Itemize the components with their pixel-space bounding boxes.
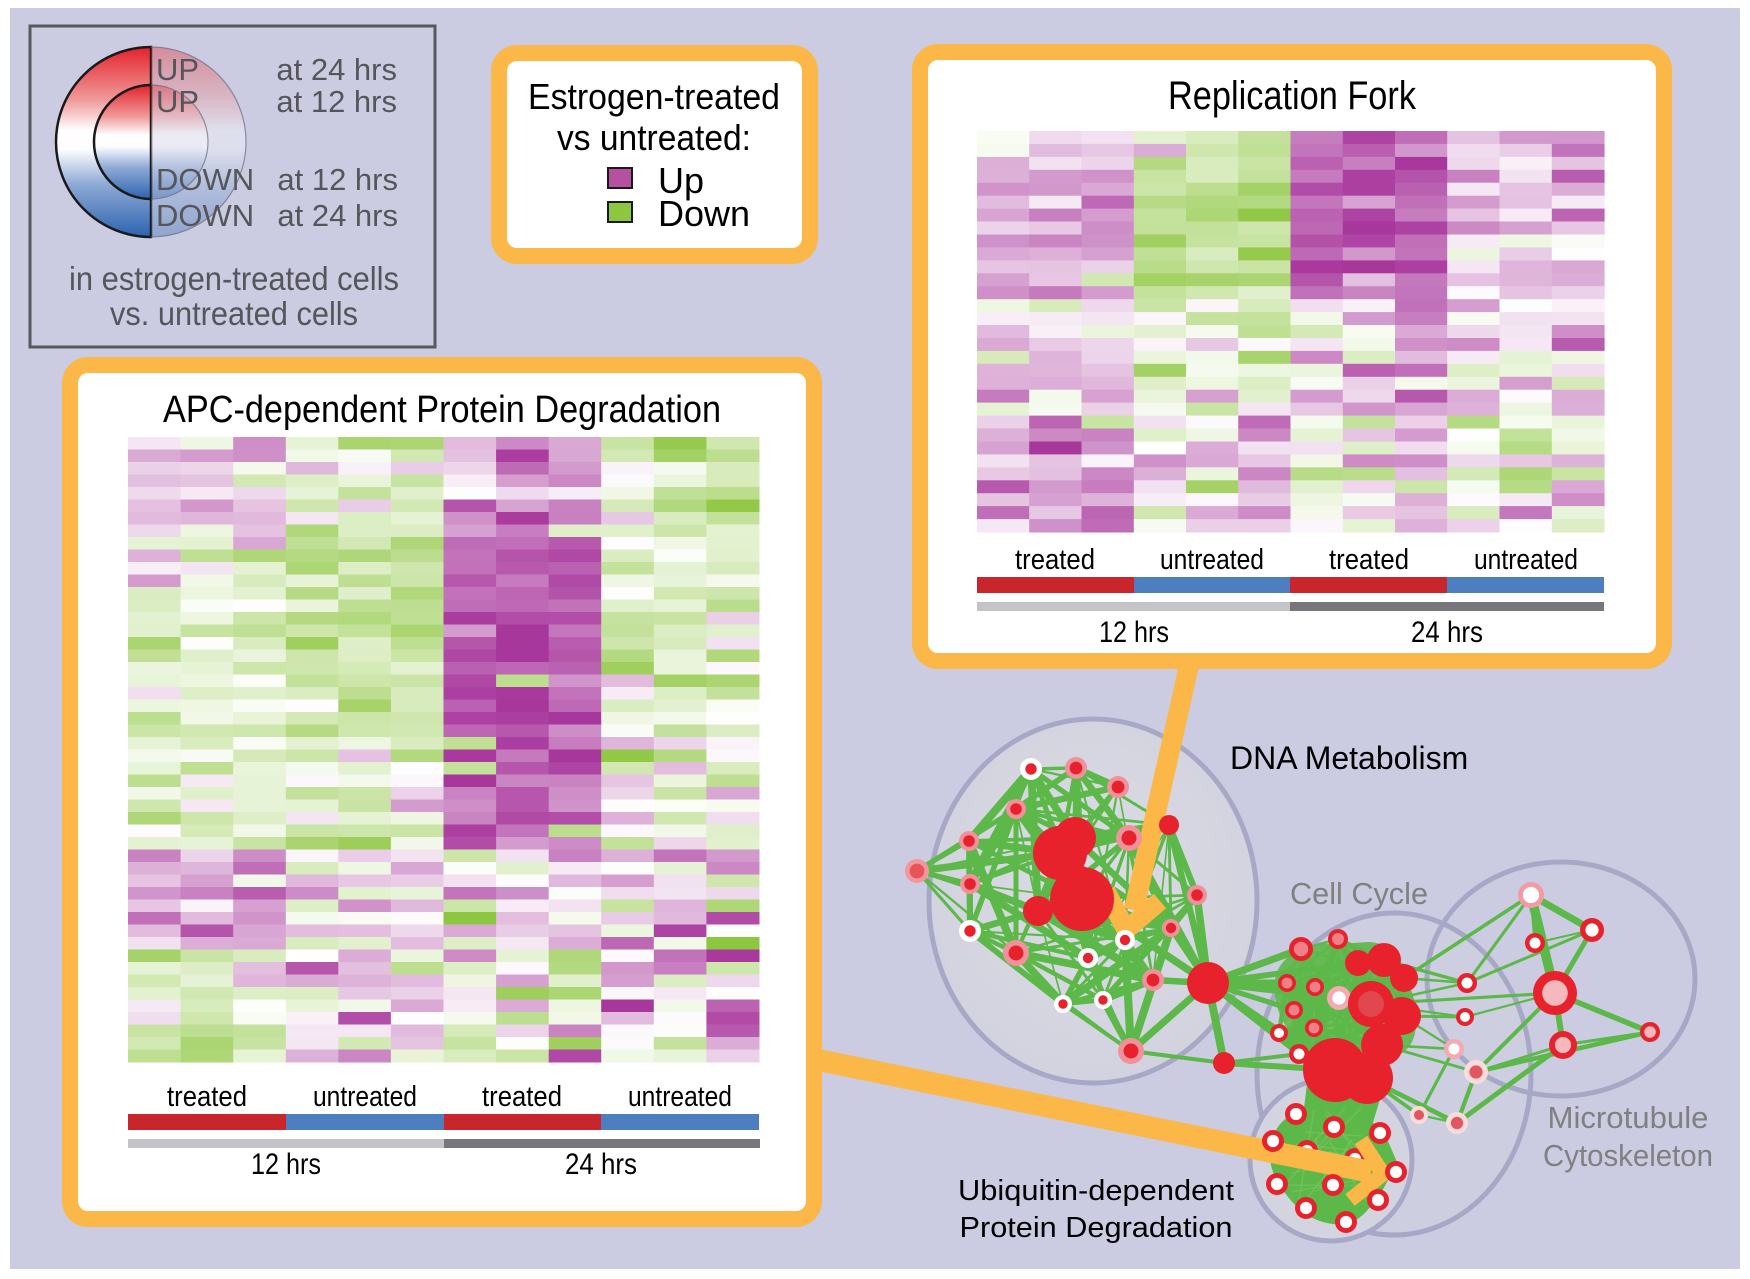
svg-text:in estrogen-treated cells: in estrogen-treated cells bbox=[69, 260, 399, 297]
svg-text:untreated: untreated bbox=[628, 1081, 732, 1113]
svg-text:24 hrs: 24 hrs bbox=[1411, 616, 1483, 649]
svg-text:at 12 hrs: at 12 hrs bbox=[277, 162, 398, 197]
svg-text:24 hrs: 24 hrs bbox=[565, 1148, 637, 1181]
svg-text:treated: treated bbox=[1329, 544, 1409, 576]
svg-text:Cytoskeleton: Cytoskeleton bbox=[1543, 1138, 1713, 1173]
svg-text:DOWN: DOWN bbox=[156, 198, 254, 233]
svg-text:APC-dependent Protein Degradat: APC-dependent Protein Degradation bbox=[163, 389, 721, 431]
svg-text:vs untreated:: vs untreated: bbox=[557, 117, 751, 158]
svg-text:treated: treated bbox=[482, 1081, 562, 1113]
svg-text:treated: treated bbox=[167, 1081, 247, 1113]
svg-text:DOWN: DOWN bbox=[156, 162, 254, 197]
svg-text:Ubiquitin-dependent: Ubiquitin-dependent bbox=[958, 1175, 1234, 1207]
svg-text:UP: UP bbox=[156, 52, 199, 87]
svg-text:12 hrs: 12 hrs bbox=[1099, 616, 1169, 649]
svg-text:Down: Down bbox=[658, 193, 750, 234]
svg-text:untreated: untreated bbox=[1160, 544, 1264, 576]
svg-text:at 12 hrs: at 12 hrs bbox=[276, 84, 397, 119]
svg-text:Cell Cycle: Cell Cycle bbox=[1290, 876, 1428, 911]
svg-text:Replication Fork: Replication Fork bbox=[1168, 74, 1417, 118]
svg-text:at 24 hrs: at 24 hrs bbox=[276, 52, 397, 87]
svg-text:UP: UP bbox=[156, 84, 199, 119]
svg-text:Up: Up bbox=[658, 160, 704, 201]
svg-text:DNA Metabolism: DNA Metabolism bbox=[1230, 740, 1468, 776]
svg-text:untreated: untreated bbox=[1474, 544, 1578, 576]
svg-text:Microtubule: Microtubule bbox=[1548, 1100, 1709, 1135]
svg-text:Estrogen-treated: Estrogen-treated bbox=[528, 76, 780, 117]
svg-text:Protein Degradation: Protein Degradation bbox=[960, 1212, 1233, 1244]
svg-text:at 24 hrs: at 24 hrs bbox=[277, 198, 398, 233]
svg-text:12 hrs: 12 hrs bbox=[251, 1148, 321, 1181]
svg-text:vs. untreated cells: vs. untreated cells bbox=[110, 295, 358, 332]
svg-text:untreated: untreated bbox=[313, 1081, 417, 1113]
svg-text:treated: treated bbox=[1015, 544, 1095, 576]
